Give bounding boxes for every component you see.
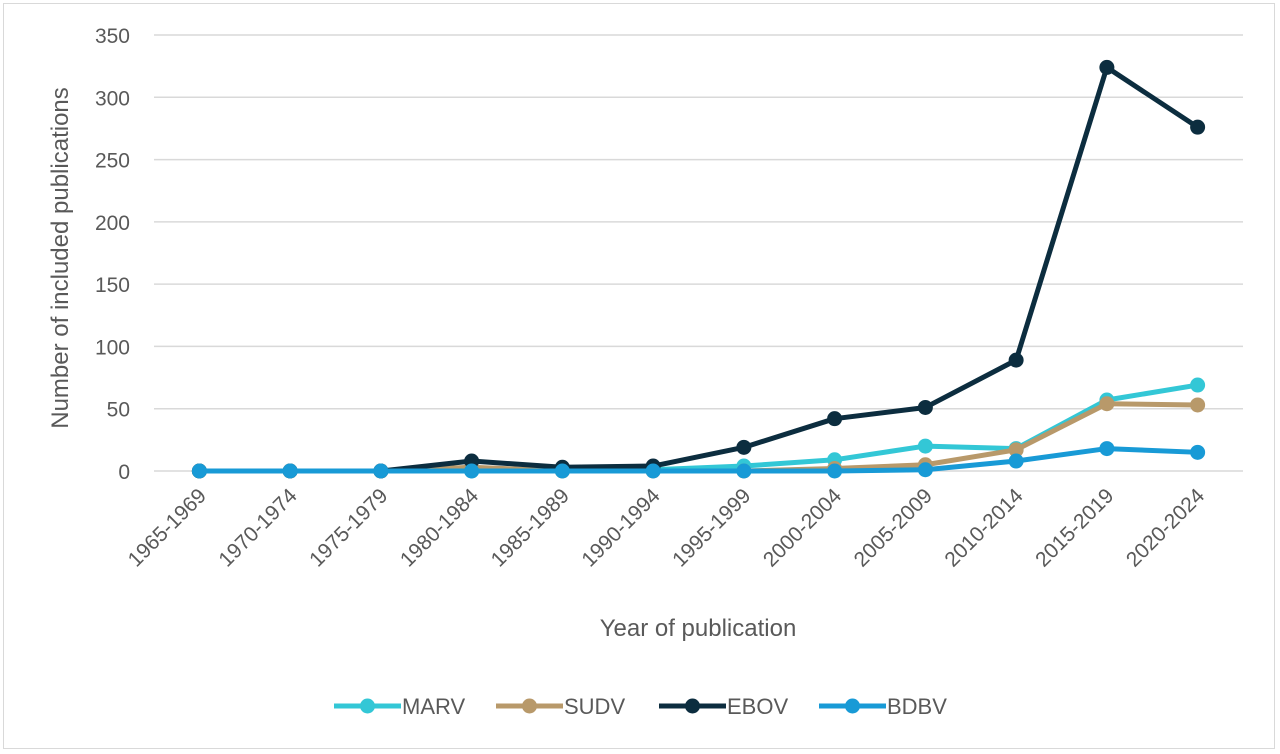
x-axis-title: Year of publication xyxy=(600,615,797,642)
x-tick-label: 2010-2014 xyxy=(940,484,1028,572)
data-point-ebov xyxy=(736,439,752,455)
data-point-sudv xyxy=(1190,397,1206,413)
x-tick-label: 1985-1989 xyxy=(487,484,574,571)
data-point-bdbv xyxy=(554,463,570,479)
x-tick-label: 2000-2004 xyxy=(759,484,847,572)
data-point-bdbv xyxy=(736,463,752,479)
series-line-sudv xyxy=(196,401,1201,474)
legend-item-marv: MARV xyxy=(334,694,465,719)
x-tick-label: 2015-2019 xyxy=(1031,484,1118,571)
series-line-bdbv xyxy=(196,446,1201,474)
series-ebov xyxy=(191,59,1206,479)
y-tick-label: 0 xyxy=(118,461,130,484)
legend-item-ebov: EBOV xyxy=(659,694,788,719)
x-tick-label: 1970-1974 xyxy=(214,484,302,572)
legend-swatch-marker xyxy=(685,698,700,714)
data-point-sudv xyxy=(1099,396,1115,412)
data-point-marv xyxy=(917,438,933,454)
chart-frame xyxy=(3,3,1275,749)
data-point-bdbv xyxy=(645,463,661,479)
y-tick-label: 200 xyxy=(95,212,130,235)
data-point-bdbv xyxy=(282,463,298,479)
data-point-bdbv xyxy=(1190,444,1206,460)
series-marv xyxy=(191,377,1206,479)
legend-label: MARV xyxy=(402,694,465,719)
data-point-ebov xyxy=(827,411,843,427)
legend-swatch-marker xyxy=(360,698,375,714)
series-line-ebov xyxy=(196,64,1201,474)
legend: MARV SUDV EBOV BDBV xyxy=(334,694,947,719)
legend-swatch-marker xyxy=(845,698,860,714)
data-point-bdbv xyxy=(917,462,933,478)
y-axis-title: Number of included publications xyxy=(47,87,74,429)
x-tick-label: 1980-1984 xyxy=(396,484,484,572)
y-tick-label: 350 xyxy=(95,25,130,48)
y-tick-label: 150 xyxy=(95,274,130,297)
gridlines xyxy=(154,34,1243,472)
y-tick-label: 250 xyxy=(95,150,130,173)
y-tick-label: 100 xyxy=(95,336,130,359)
legend-swatch-marker xyxy=(522,698,537,714)
data-point-marv xyxy=(1190,377,1206,393)
x-tick-label: 1975-1979 xyxy=(305,484,392,571)
y-tick-label: 300 xyxy=(95,87,130,110)
data-point-bdbv xyxy=(827,463,843,479)
legend-label: BDBV xyxy=(887,694,947,719)
data-point-ebov xyxy=(1190,119,1206,135)
data-point-sudv xyxy=(1008,442,1024,458)
x-axis-ticks: 1965-1969 1970-1974 1975-1979 1980-1984 1985… xyxy=(124,484,1210,572)
series-lines xyxy=(191,59,1206,479)
legend-item-sudv: SUDV xyxy=(496,694,625,719)
data-point-bdbv xyxy=(464,463,480,479)
legend-label: SUDV xyxy=(564,694,625,719)
legend-label: EBOV xyxy=(727,694,788,719)
x-tick-label: 2020-2024 xyxy=(1122,484,1210,572)
data-point-bdbv xyxy=(1099,441,1115,457)
data-point-bdbv xyxy=(1008,453,1024,469)
x-tick-label: 1965-1969 xyxy=(124,484,211,571)
series-bdbv xyxy=(191,441,1206,479)
y-tick-label: 50 xyxy=(107,399,130,422)
data-point-bdbv xyxy=(191,463,207,479)
data-point-bdbv xyxy=(373,463,389,479)
x-tick-label: 2005-2009 xyxy=(850,484,937,571)
legend-item-bdbv: BDBV xyxy=(819,694,947,719)
x-tick-label: 1995-1999 xyxy=(668,484,755,571)
data-point-ebov xyxy=(917,399,933,415)
y-axis-ticks: 0 50 100 150 200 250 300 350 xyxy=(95,25,130,484)
data-point-ebov xyxy=(1099,59,1115,75)
x-tick-label: 1990-1994 xyxy=(577,484,665,572)
data-point-ebov xyxy=(1008,352,1024,368)
